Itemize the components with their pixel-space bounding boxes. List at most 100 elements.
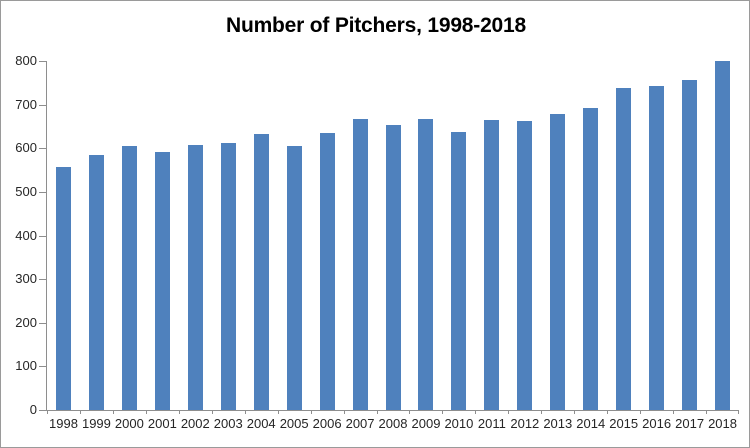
x-tick-mark: [310, 410, 312, 414]
bar-slot-2000: [113, 61, 146, 410]
bar-2007: [352, 119, 368, 410]
bar-2005: [286, 145, 302, 410]
x-tick-label: 2003: [213, 416, 243, 431]
x-tick-label: 2009: [411, 416, 441, 431]
y-tick-label: 300: [15, 271, 37, 287]
y-tick-mark: [39, 366, 46, 368]
x-tick-mark: [574, 410, 576, 414]
bar-slot-2008: [377, 61, 410, 410]
bar-2003: [220, 143, 236, 410]
bar-slot-2005: [278, 61, 311, 410]
x-tick-label: 2012: [510, 416, 540, 431]
x-tick-mark: [178, 410, 180, 414]
y-tick-mark: [39, 191, 46, 193]
x-tick-mark: [79, 410, 81, 414]
x-tick-mark: [244, 410, 246, 414]
y-tick-label: 800: [15, 53, 37, 68]
bar-slot-2006: [311, 61, 344, 410]
x-tick-mark: [112, 410, 114, 414]
y-tick-label: 500: [15, 183, 37, 199]
bar-2004: [253, 134, 269, 410]
bar-slot-2009: [409, 61, 442, 410]
x-tick-mark: [508, 410, 510, 414]
y-tick-mark: [39, 279, 46, 281]
bar-slot-2004: [245, 61, 278, 410]
bar-slot-1999: [80, 61, 113, 410]
bar-slot-2001: [146, 61, 179, 410]
bar-slot-2002: [179, 61, 212, 410]
bar-2002: [187, 144, 203, 410]
x-axis-labels: 1998 1999 2000 2001 2002 2003 2004 2005 2006 2007…: [47, 416, 739, 431]
y-tick-label: 600: [15, 140, 37, 156]
x-tick-label: 2007: [345, 416, 375, 431]
x-tick-label: 2015: [609, 416, 639, 431]
bar-2011: [484, 120, 500, 410]
x-tick-mark: [706, 410, 708, 414]
bar-slot-2012: [508, 61, 541, 410]
x-tick-mark: [475, 410, 477, 414]
x-tick-mark: [409, 410, 411, 414]
bar-slot-2003: [212, 61, 245, 410]
bar-1999: [88, 154, 104, 410]
bar-slot-2018: [706, 61, 739, 410]
y-tick-label: 200: [15, 314, 37, 330]
bar-slot-1998: [47, 61, 80, 410]
bar-2000: [121, 145, 137, 410]
plot-area: 0 100 200 300 400 500 600 700 800 1998 1999 2000 20…: [15, 54, 739, 431]
bar-slot-2013: [541, 61, 574, 410]
y-tick-mark: [39, 61, 46, 62]
x-tick-label: 2006: [312, 416, 342, 431]
x-tick-label: 1999: [81, 416, 111, 431]
x-tick-mark: [673, 410, 675, 414]
bar-slot-2017: [673, 61, 706, 410]
y-tick-label: 400: [15, 227, 37, 243]
x-tick-label: 2000: [114, 416, 144, 431]
y-tick-mark: [39, 410, 46, 411]
x-tick-label: 2004: [246, 416, 276, 431]
bar-2001: [154, 151, 170, 410]
x-tick-label: 2014: [576, 416, 606, 431]
x-tick-mark: [211, 410, 213, 414]
x-tick-label: 1998: [49, 416, 78, 431]
bar-2017: [682, 79, 698, 410]
x-tick-mark: [607, 410, 609, 414]
y-tick-mark: [39, 148, 46, 150]
y-tick-mark: [39, 322, 46, 324]
y-tick-label: 700: [15, 96, 37, 112]
bar-1998: [55, 166, 71, 410]
x-tick-label: 2011: [477, 416, 506, 431]
bar-slot-2011: [475, 61, 508, 410]
x-tick-mark: [47, 410, 48, 414]
x-tick-mark: [442, 410, 444, 414]
bar-2016: [649, 86, 665, 410]
x-tick-label: 2001: [147, 416, 177, 431]
x-tick-label: 2010: [444, 416, 474, 431]
x-tick-mark: [376, 410, 378, 414]
bar-slot-2007: [344, 61, 377, 410]
bars-layer: [47, 61, 739, 410]
x-tick-mark: [343, 410, 345, 414]
x-tick-mark: [145, 410, 147, 414]
x-tick-label: 2018: [708, 416, 737, 431]
y-tick-label: 100: [15, 358, 37, 374]
bar-slot-2014: [574, 61, 607, 410]
x-tick-label: 2016: [642, 416, 672, 431]
bar-2010: [451, 132, 467, 410]
bar-2012: [517, 120, 533, 410]
chart-title: Number of Pitchers, 1998-2018: [225, 14, 526, 37]
x-tick-mark: [640, 410, 642, 414]
bar-2006: [319, 132, 335, 410]
y-tick-mark: [39, 235, 46, 237]
x-tick-label: 2002: [180, 416, 210, 431]
bar-slot-2016: [640, 61, 673, 410]
x-tick-mark: [738, 410, 739, 414]
bar-2009: [418, 118, 434, 410]
bar-2018: [715, 61, 731, 410]
x-tick-mark: [277, 410, 279, 414]
y-tick-mark: [39, 104, 46, 106]
x-tick-label: 2013: [543, 416, 573, 431]
x-tick-mark: [541, 410, 543, 414]
bar-2015: [616, 88, 632, 410]
y-tick-label: 0: [29, 402, 37, 417]
